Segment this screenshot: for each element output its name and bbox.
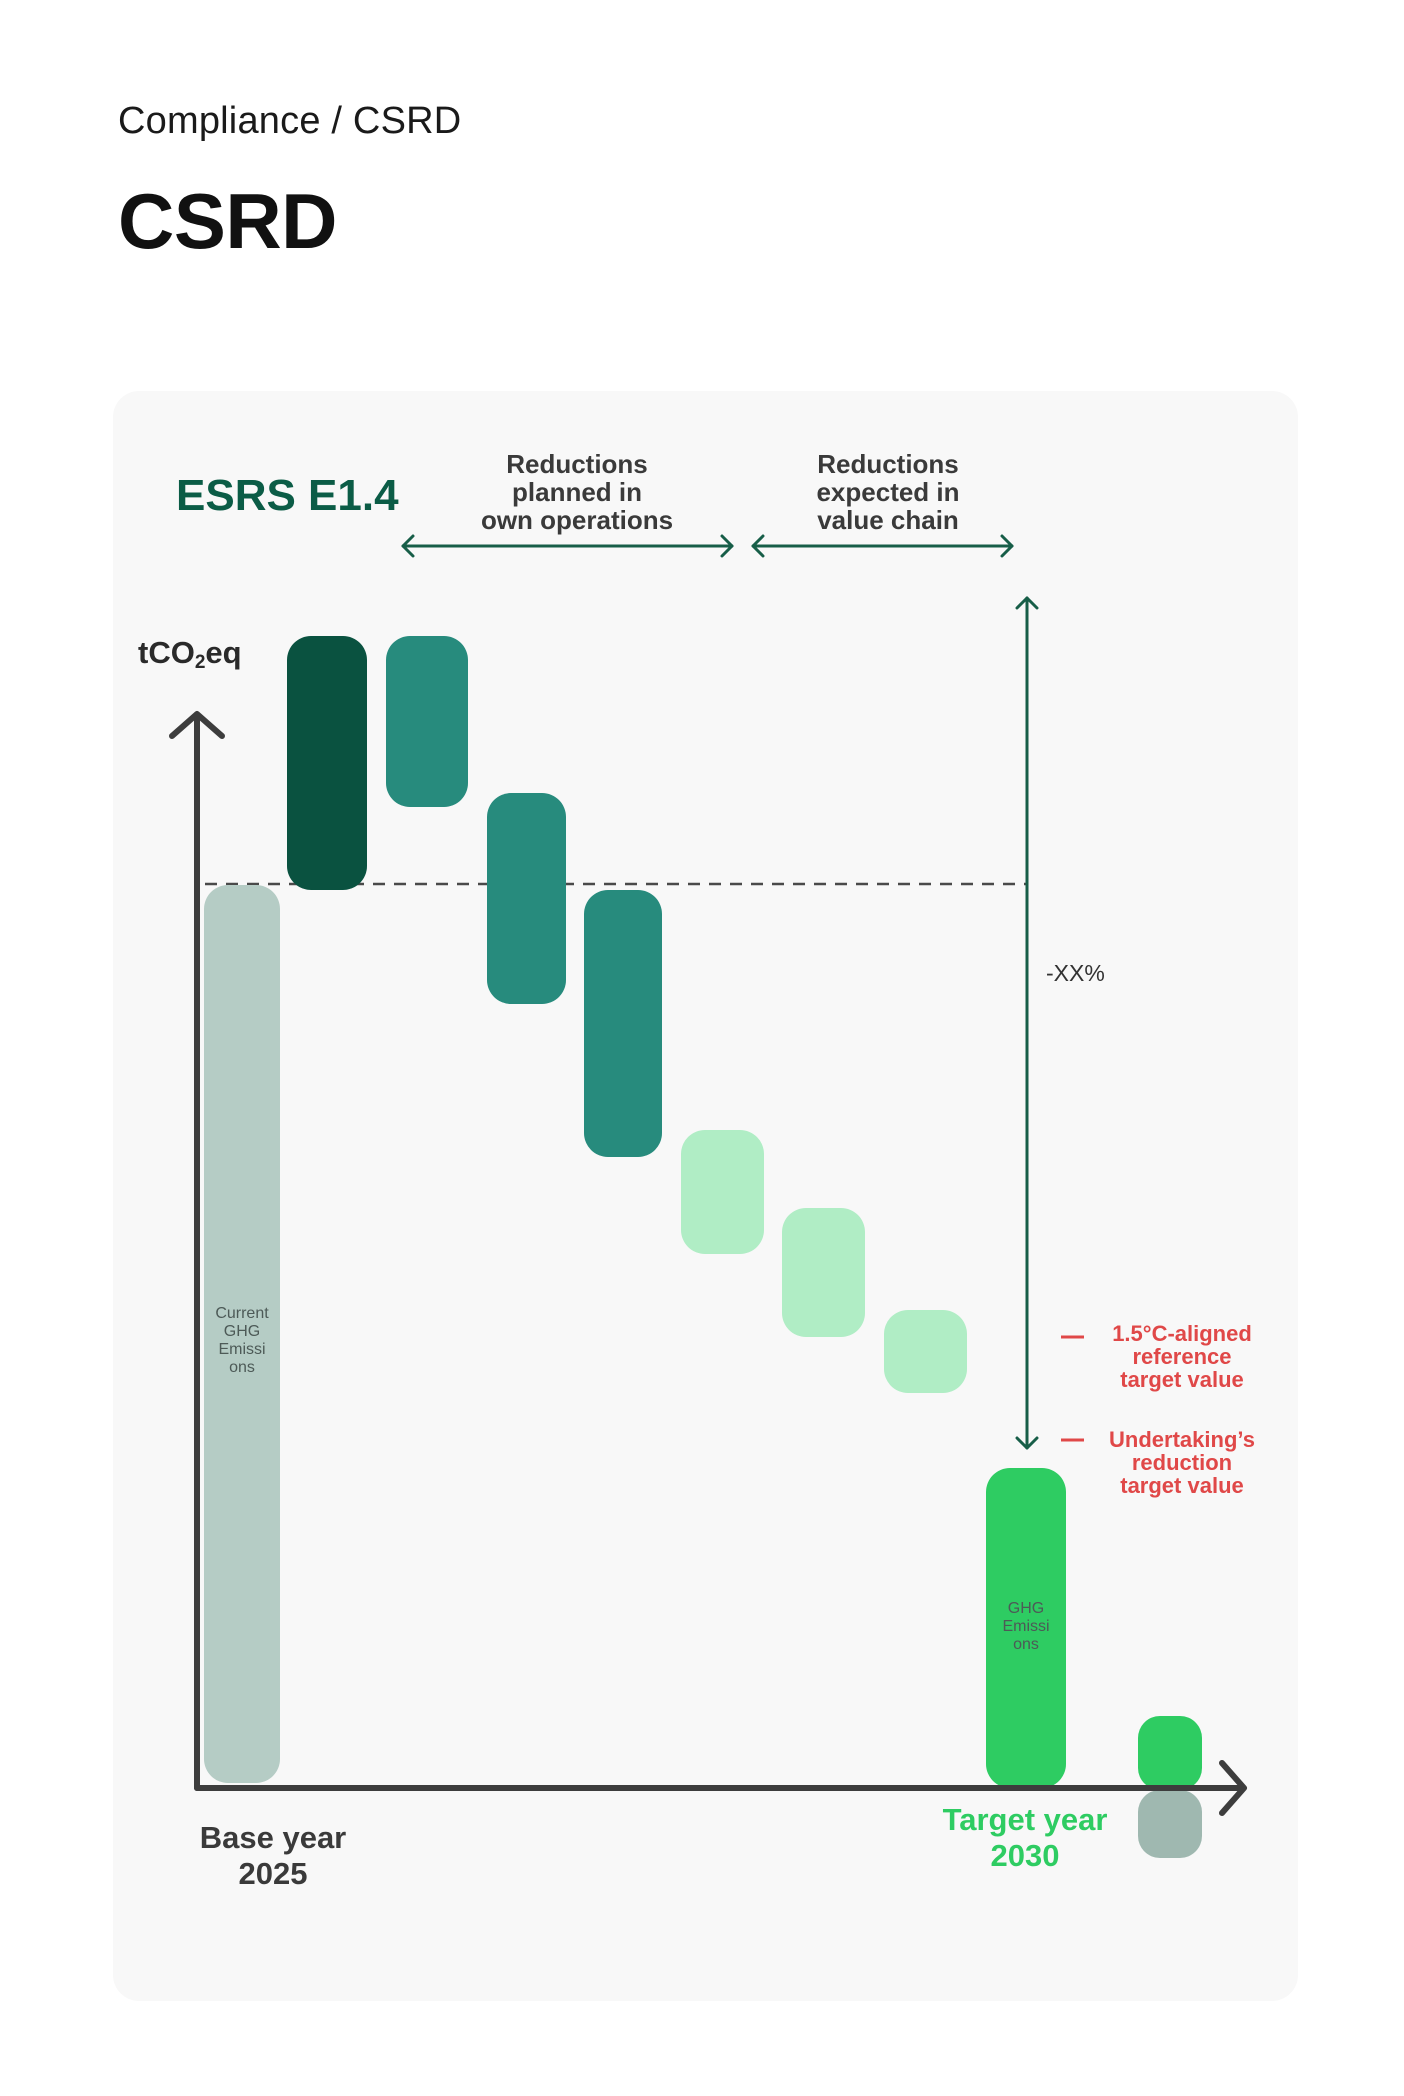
value-chain-heading: Reductions expected in value chain xyxy=(816,449,960,535)
page-title: CSRD xyxy=(118,177,338,265)
value-chain-range-arrow xyxy=(751,534,1014,558)
reference-target-legend: 1.5°C-aligned reference target value xyxy=(1112,1321,1252,1392)
current-emissions-bar-label: Current GHG Emissi ons xyxy=(215,1305,269,1376)
bar-own-operations-reduction-1 xyxy=(386,636,468,807)
undertaking-target-legend: Undertaking’s reduction target value xyxy=(1109,1427,1255,1498)
bar-value-chain-reduction-2 xyxy=(782,1208,865,1337)
breadcrumb: Compliance / CSRD xyxy=(118,100,462,142)
y-axis-arrowhead xyxy=(169,711,225,739)
bar-emissions-increase xyxy=(287,636,367,890)
reduction-percent-label: -XX% xyxy=(1046,960,1105,986)
target-emissions-bar-label: GHG Emissi ons xyxy=(1002,1600,1050,1653)
own-operations-range-arrow xyxy=(401,534,734,558)
reduction-vertical-arrow xyxy=(1015,596,1039,1450)
own-operations-heading: Reductions planned in own operations xyxy=(480,449,674,535)
bar-current-emissions xyxy=(204,885,280,1783)
y-axis-unit-label: tCO2eq xyxy=(138,635,242,673)
x-axis-arrowhead xyxy=(1219,1760,1247,1816)
diagram-title: ESRS E1.4 xyxy=(176,471,399,520)
target-year-label: Target year 2030 xyxy=(942,1802,1108,1873)
bar-own-operations-reduction-2 xyxy=(487,793,566,1004)
bar-value-chain-reduction-1 xyxy=(681,1130,764,1254)
target-green-marker xyxy=(1138,1716,1202,1790)
reference-grey-marker xyxy=(1138,1790,1202,1858)
bar-value-chain-reduction-3 xyxy=(884,1310,967,1393)
bar-own-operations-reduction-3 xyxy=(584,890,662,1157)
bar-target-emissions xyxy=(986,1468,1066,1788)
base-year-label: Base year 2025 xyxy=(199,1820,347,1891)
